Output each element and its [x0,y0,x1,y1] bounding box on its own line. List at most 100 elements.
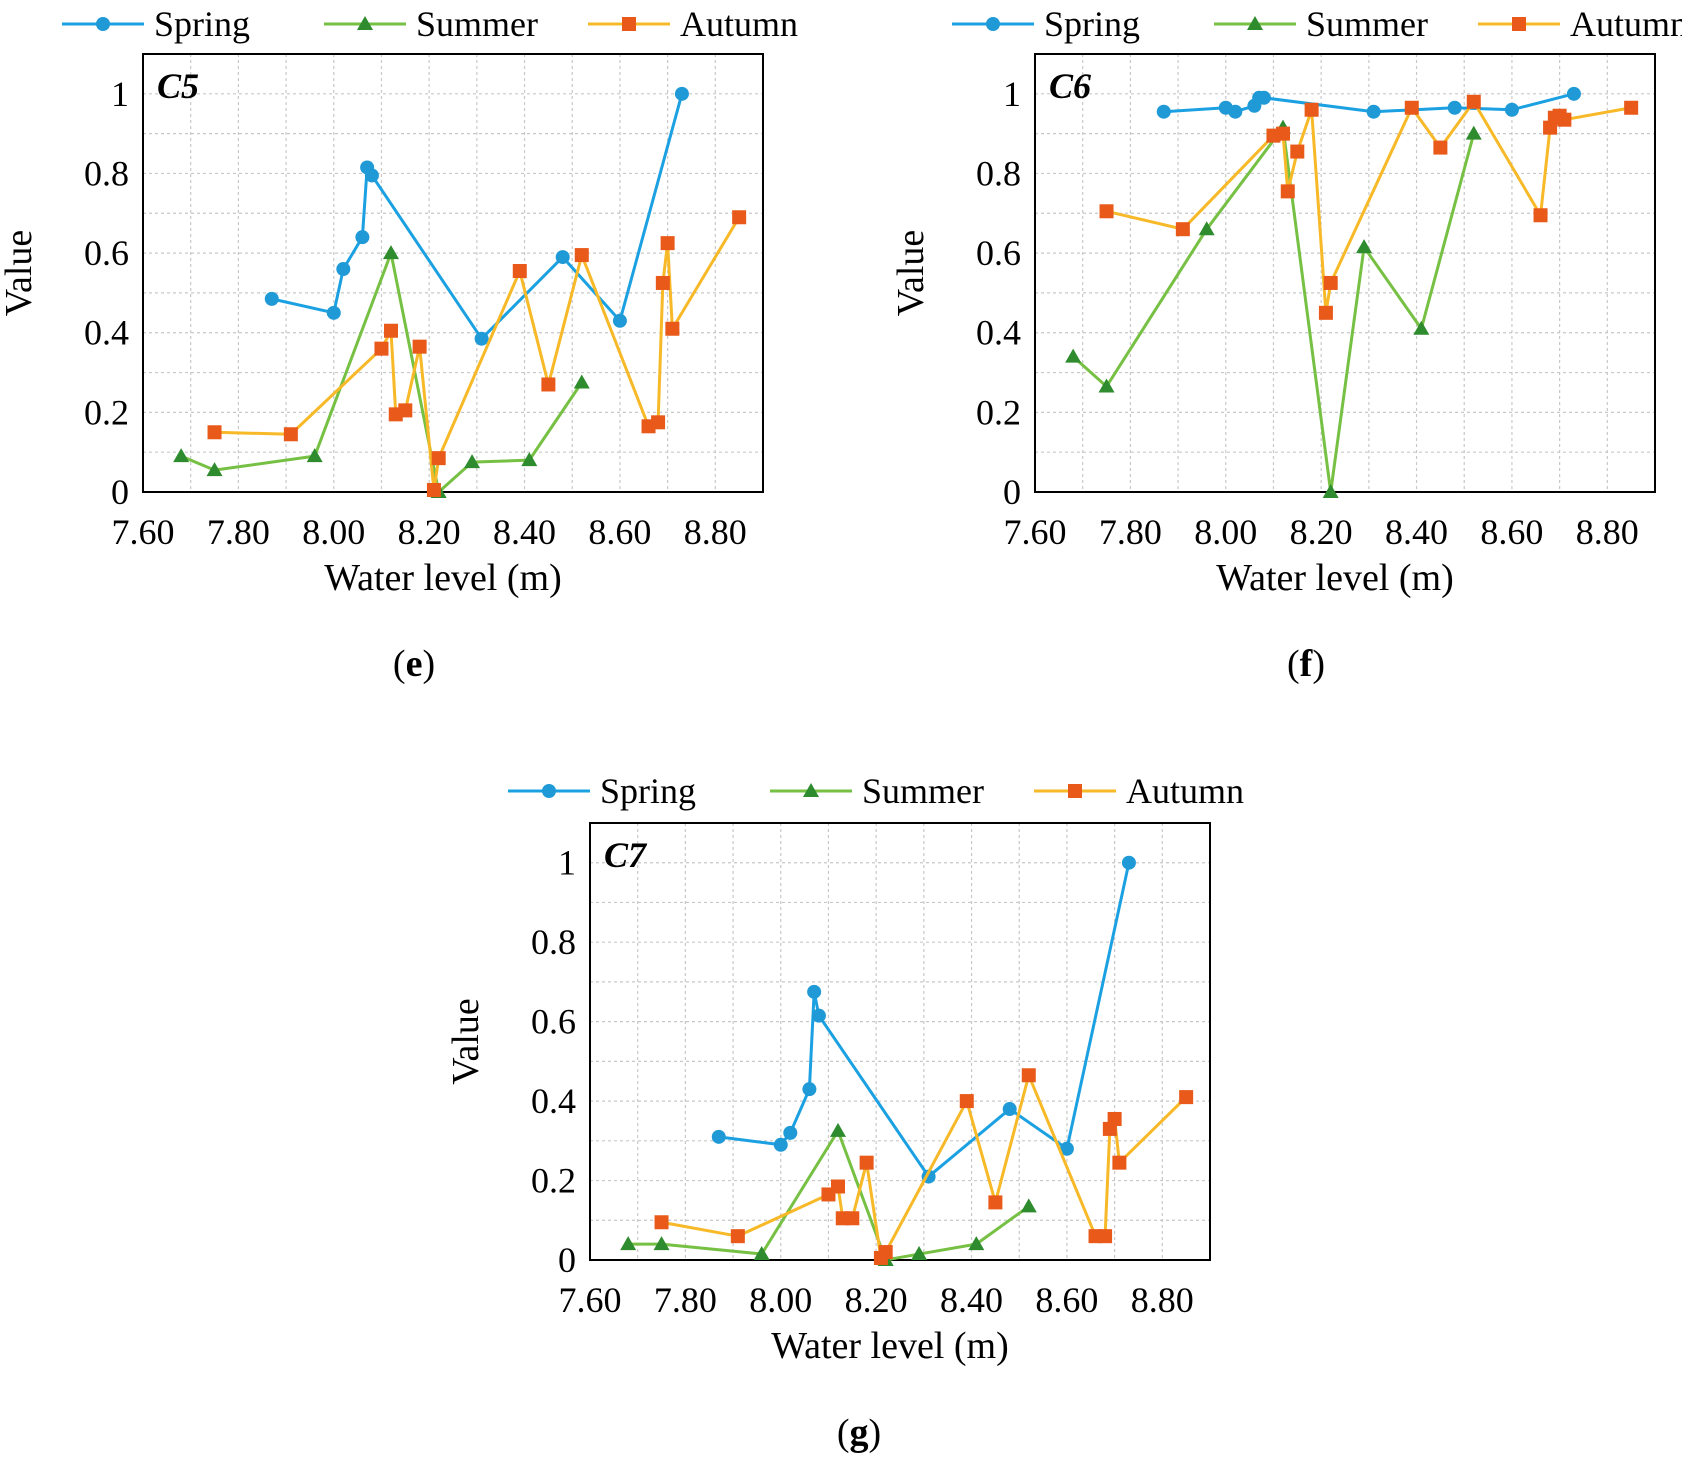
data-point-autumn [1624,100,1639,115]
data-point-autumn [651,415,666,430]
data-point-autumn [732,210,747,225]
chart-panel-e: Spring Summer Autumn 0 0.2 0.4 0.6 0.8 1 7.60 7.80… [0,4,798,685]
legend-item-autumn: Autumn [1478,4,1682,44]
triangle-marker-icon [357,16,373,30]
legend: Spring Summer Autumn [508,771,1244,811]
data-point-autumn [1107,1111,1122,1126]
x-tick-label: 7.60 [559,1280,622,1320]
x-tick-label: 7.80 [1099,512,1162,552]
data-point-autumn [1323,275,1338,290]
y-axis-title: Value [0,230,40,317]
data-point-autumn [431,451,446,466]
data-point-spring [711,1129,726,1144]
legend-item-spring: Spring [62,4,250,44]
x-axis-title: Water level (m) [1216,557,1453,599]
legend-label-autumn: Autumn [1570,4,1682,44]
chart-title: C5 [157,66,199,106]
triangle-marker-icon [1247,16,1263,30]
square-marker-icon [622,17,636,31]
series-spring [711,855,1136,1184]
series-line-summer [1072,126,1476,494]
y-tick-label: 0.4 [84,313,129,353]
x-tick-label: 8.00 [749,1280,812,1320]
data-point-autumn [1557,112,1572,127]
data-point-spring [612,313,627,328]
panel-label: (f) [1287,643,1325,685]
data-point-summer [1065,348,1082,363]
y-tick-label: 0 [111,472,129,512]
circle-marker-icon [96,17,110,31]
y-tick-label: 0.6 [84,233,129,273]
legend-label-summer: Summer [416,4,538,44]
y-tick-label: 0.4 [976,313,1021,353]
data-point-autumn [1112,1155,1127,1170]
data-point-autumn [665,321,680,336]
chart-title: C6 [1049,66,1091,106]
data-point-spring [802,1082,817,1097]
data-point-autumn [1304,102,1319,117]
y-tick-label: 0.2 [531,1161,576,1201]
data-point-spring [264,291,279,306]
data-point-autumn [398,403,413,418]
y-tick-label: 0.6 [531,1002,576,1042]
y-tick-label: 0.2 [84,392,129,432]
gridlines [590,823,1211,1260]
x-tick-label: 8.80 [684,512,747,552]
data-point-autumn [1175,222,1190,237]
data-point-autumn [384,323,398,338]
x-tick-label: 7.60 [112,512,175,552]
data-point-autumn [1021,1068,1036,1083]
data-point-summer [1356,239,1373,254]
legend-item-summer: Summer [324,4,538,44]
data-point-spring [1059,1141,1074,1156]
data-point-autumn [730,1229,745,1244]
data-point-autumn [1466,94,1481,109]
x-tick-label: 8.80 [1576,512,1639,552]
legend-label-spring: Spring [154,4,250,44]
data-point-autumn [988,1195,1003,1210]
x-tick-label: 8.60 [588,512,651,552]
legend-label-summer: Summer [1306,4,1428,44]
data-point-autumn [1280,184,1295,199]
data-point-autumn [1098,1229,1113,1244]
data-point-summer [573,374,590,389]
legend-item-spring: Spring [952,4,1140,44]
data-point-spring [674,86,689,101]
x-tick-label: 8.20 [1290,512,1353,552]
series-summer [1065,119,1482,498]
data-point-spring [1002,1102,1017,1117]
legend-label-autumn: Autumn [680,4,798,44]
x-tick-label: 8.40 [493,512,556,552]
series-line-spring [718,862,1131,1179]
legend: Spring Summer Autumn [952,4,1682,44]
data-point-summer [1098,378,1115,393]
data-point-spring [555,250,570,265]
data-point-summer [306,448,323,463]
data-point-autumn [1276,126,1290,141]
data-point-summer [1198,221,1215,236]
data-point-summer [830,1122,846,1137]
data-point-autumn [1179,1090,1194,1105]
chart-title: C7 [604,835,648,875]
legend-item-autumn: Autumn [588,4,798,44]
x-tick-label: 7.60 [1004,512,1067,552]
panel-label: (e) [393,643,435,685]
data-point-summer [1020,1198,1037,1213]
data-point-autumn [845,1211,860,1226]
data-point-summer [206,462,223,477]
triangle-marker-icon [803,783,819,797]
y-tick-label: 0.6 [976,233,1021,273]
data-point-spring [1366,104,1381,119]
square-marker-icon [1512,17,1526,31]
data-point-spring [336,262,351,277]
x-tick-label: 7.80 [654,1280,717,1320]
data-point-spring [1566,86,1581,101]
legend-label-autumn: Autumn [1126,771,1244,811]
x-tick-label: 8.20 [398,512,461,552]
x-tick-label: 8.60 [1480,512,1543,552]
data-point-spring [1504,102,1519,117]
legend-label-spring: Spring [600,771,696,811]
y-axis-title: Value [890,230,932,317]
data-point-spring [474,331,489,346]
